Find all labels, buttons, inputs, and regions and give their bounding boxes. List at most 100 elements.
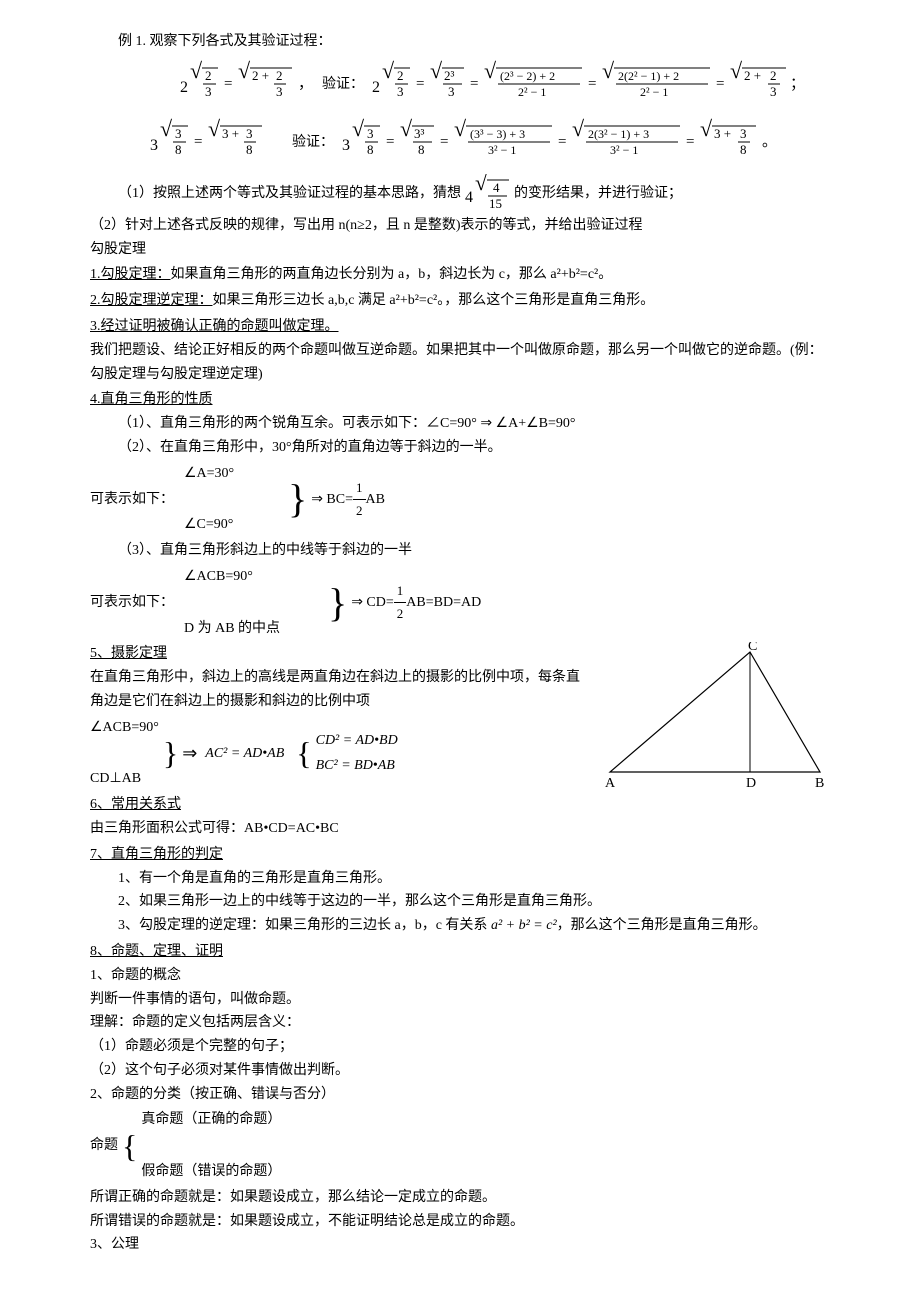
svg-text:=: =: [386, 134, 394, 150]
svg-text:，: ，: [298, 76, 313, 92]
svg-text:√: √: [160, 116, 173, 141]
s8-cat1: 真命题（正确的命题）: [141, 1108, 281, 1132]
svg-text:2(2² − 1) + 2: 2(2² − 1) + 2: [618, 69, 679, 83]
example-intro: 例 1. 观察下列各式及其验证过程：: [90, 30, 830, 54]
svg-text:2: 2: [372, 79, 380, 96]
svg-text:3³: 3³: [414, 126, 425, 141]
svg-text:2 +: 2 +: [744, 68, 761, 83]
svg-text:=: =: [440, 134, 448, 150]
svg-text:√: √: [190, 58, 203, 83]
svg-text:√: √: [430, 58, 443, 83]
s5-r2: CD² = AD•BD: [316, 729, 398, 753]
section-3-body: 我们把题设、结论正好相反的两个命题叫做互逆命题。如果把其中一个叫做原命题，那么另…: [90, 339, 830, 387]
section-header: 勾股定理: [90, 238, 830, 262]
svg-text:B: B: [815, 776, 824, 791]
svg-text:(3³ − 3) + 3: (3³ − 3) + 3: [470, 127, 525, 141]
svg-text:2: 2: [276, 68, 283, 83]
svg-text:2³: 2³: [444, 68, 455, 83]
s8-h2: 2、命题的分类（按正确、错误与否分）: [90, 1083, 830, 1107]
section-2: 2.勾股定理逆定理：如果三角形三边长 a,b,c 满足 a²+b²=c²。，那么…: [90, 289, 830, 313]
s5-formula: ∠ACB=90° CD⊥AB } ⇒ AC² = AD•AB { CD² = A…: [90, 716, 590, 791]
svg-text:3: 3: [342, 137, 350, 154]
svg-text:√: √: [208, 116, 221, 141]
svg-text:=: =: [558, 134, 566, 150]
s8-h1: 1、命题的概念: [90, 964, 830, 988]
svg-text:3: 3: [770, 84, 777, 99]
svg-text:3: 3: [150, 137, 158, 154]
s8-p3: （1）命题必须是个完整的句子；: [90, 1035, 830, 1059]
brace-icon: }: [288, 479, 307, 519]
brace-icon: {: [296, 737, 311, 769]
s7-p1: 1、有一个角是直角的三角形是直角三角形。: [118, 867, 830, 891]
s4-p3: （3）、直角三角形斜边上的中线等于斜边的一半: [118, 539, 830, 563]
s7-p2: 2、如果三角形一边上的中线等于这边的一半，那么这个三角形是直角三角形。: [118, 890, 830, 914]
s8-p1: 判断一件事情的语句，叫做命题。: [90, 988, 830, 1012]
math-svg-2: 3 √ 38 = √ 3 +38 验证： 3 √ 38 = √ 3³8 = √ …: [150, 116, 790, 170]
s4-p3-formula: 可表示如下： ∠ACB=90° D 为 AB 的中点 } ⇒ CD=12AB=B…: [90, 565, 830, 640]
svg-text:3² − 1: 3² − 1: [488, 143, 516, 157]
s8-classification: 命题 { 真命题（正确的命题） 假命题（错误的命题）: [90, 1108, 830, 1183]
section-8-title: 8、命题、定理、证明: [90, 940, 830, 964]
svg-text:=: =: [588, 76, 596, 92]
s5-r1: AC² = AD•AB: [205, 742, 284, 766]
s8-p5: 所谓正确的命题就是：如果题设成立，那么结论一定成立的命题。: [90, 1186, 830, 1210]
s4-p2: （2）、在直角三角形中，30°角所对的直角边等于斜边的一半。: [118, 436, 830, 460]
brace-icon: }: [163, 737, 178, 769]
s7-p3-math: a² + b² = c²: [491, 918, 557, 933]
s7-p3: 3、勾股定理的逆定理：如果三角形的三边长 a，b，c 有关系 a² + b² =…: [118, 914, 830, 938]
math-q1: 4 √ 415: [465, 174, 511, 214]
svg-text:D: D: [746, 776, 756, 791]
example-block: 例 1. 观察下列各式及其验证过程： 2 √ 23 = √ 2 +23 ， 验证…: [90, 30, 830, 238]
svg-text:C: C: [748, 642, 757, 654]
example-title: 例 1.: [118, 34, 146, 49]
svg-text:(2³ − 2) + 2: (2³ − 2) + 2: [500, 69, 555, 83]
section-1: 1.勾股定理：如果直角三角形的两直角边长分别为 a，b，斜边长为 c，那么 a²…: [90, 263, 830, 287]
svg-text:验证：: 验证：: [292, 134, 334, 150]
svg-text:=: =: [194, 134, 202, 150]
triangle-svg: A B C D: [600, 642, 830, 792]
svg-text:2: 2: [397, 68, 404, 83]
svg-text:2: 2: [770, 68, 777, 83]
s8-h3: 3、公理: [90, 1233, 830, 1257]
svg-text:3: 3: [175, 126, 182, 141]
svg-text:√: √: [484, 58, 497, 83]
brace-icon: {: [122, 1130, 137, 1162]
s4-p3-cond2: D 为 AB 的中点: [184, 617, 324, 641]
svg-text:=: =: [470, 76, 478, 92]
equation-line-2: 3 √ 38 = √ 3 +38 验证： 3 √ 38 = √ 3³8 = √ …: [150, 116, 830, 170]
svg-text:3: 3: [397, 84, 404, 99]
triangle-figure: A B C D: [600, 642, 830, 801]
s5-cond1: ∠ACB=90°: [90, 716, 159, 740]
s5-r3: BC² = BD•AB: [316, 754, 398, 778]
svg-text:√: √: [400, 116, 413, 141]
svg-text:A: A: [605, 776, 616, 791]
s4-p2-cond1: ∠A=30°: [184, 462, 284, 486]
math-svg-1: 2 √ 23 = √ 2 +23 ， 验证： 2 √ 23 = √ 2³3 = …: [180, 58, 800, 112]
svg-text:3: 3: [740, 126, 747, 141]
svg-text:3 +: 3 +: [222, 126, 239, 141]
arrow-icon: ⇒: [182, 738, 197, 769]
example-intro-text: 观察下列各式及其验证过程：: [150, 34, 332, 49]
svg-text:√: √: [700, 116, 713, 141]
svg-text:2 +: 2 +: [252, 68, 269, 83]
svg-text:√: √: [352, 116, 365, 141]
s8-p2: 理解：命题的定义包括两层含义：: [90, 1011, 830, 1035]
s4-p2-label: 可表示如下：: [90, 488, 174, 512]
s5-cond2: CD⊥AB: [90, 767, 159, 791]
s8-cat-label: 命题: [90, 1134, 118, 1158]
svg-text:√: √: [454, 116, 467, 141]
svg-text:4: 4: [465, 189, 473, 206]
question-1: （1）按照上述两个等式及其验证过程的基本思路，猜想 4 √ 415 的变形结果，…: [90, 174, 830, 214]
svg-text:3: 3: [367, 126, 374, 141]
s4-p1: （1）、直角三角形的两个锐角互余。可表示如下：∠C=90° ⇒ ∠A+∠B=90…: [118, 412, 830, 436]
s4-p2-formula: 可表示如下： ∠A=30° ∠C=90° } ⇒ BC=12AB: [90, 462, 830, 537]
svg-text:=: =: [716, 76, 724, 92]
svg-text:2: 2: [180, 79, 188, 96]
svg-text:3: 3: [246, 126, 253, 141]
svg-text:4: 4: [493, 180, 500, 195]
section-6-body: 由三角形面积公式可得：AB•CD=AC•BC: [90, 817, 830, 841]
svg-text:√: √: [602, 58, 615, 83]
svg-text:。: 。: [762, 134, 777, 150]
svg-text:=: =: [224, 76, 232, 92]
s4-p3-result: ⇒ CD=12AB=BD=AD: [351, 580, 481, 625]
